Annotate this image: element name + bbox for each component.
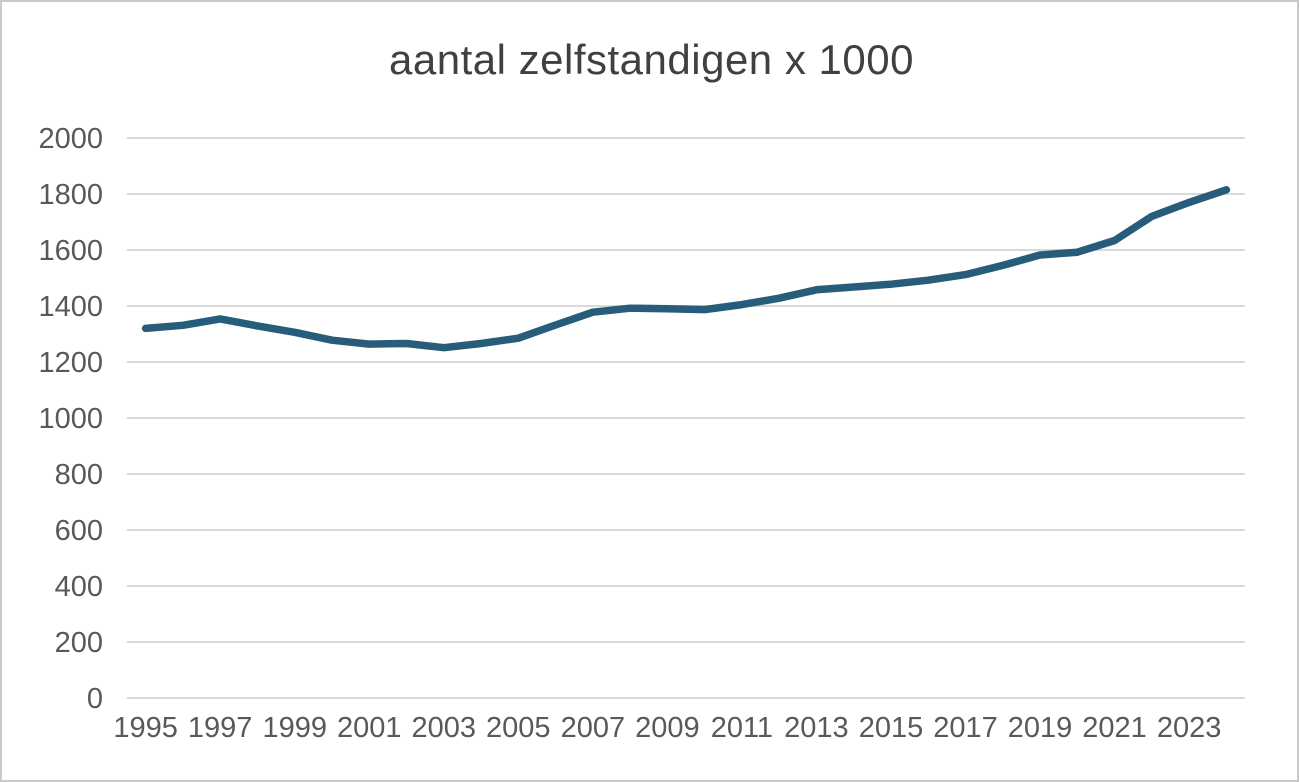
y-axis-tick-label: 0 (87, 683, 103, 715)
x-axis-tick-label: 2017 (933, 712, 998, 744)
x-axis-tick-label: 2021 (1082, 712, 1147, 744)
y-axis-tick-label: 800 (55, 459, 103, 491)
x-axis-tick-label: 1999 (262, 712, 327, 744)
y-axis-tick-label: 2000 (38, 123, 103, 155)
x-axis-tick-label: 2007 (561, 712, 626, 744)
x-axis-tick-label: 1997 (188, 712, 253, 744)
y-axis-tick-label: 1800 (38, 179, 103, 211)
y-axis-tick-label: 1400 (38, 291, 103, 323)
y-axis-tick-label: 1600 (38, 235, 103, 267)
x-axis-tick-label: 2009 (635, 712, 700, 744)
x-axis-tick-label: 2003 (412, 712, 477, 744)
data-line-aantal-zelfstandigen (141, 186, 1231, 352)
y-axis-tick-label: 1000 (38, 403, 103, 435)
x-axis-tick-label: 2011 (711, 712, 773, 744)
x-axis-tick-label: 2015 (859, 712, 924, 744)
x-axis-tick-label: 2023 (1157, 712, 1222, 744)
x-axis-tick-label: 2005 (486, 712, 551, 744)
y-axis-tick-label: 600 (55, 515, 103, 547)
y-axis-tick-label: 1200 (38, 347, 103, 379)
x-axis-tick-label: 1995 (113, 712, 178, 744)
y-axis-tick-label: 200 (55, 627, 103, 659)
chart-title: aantal zelfstandigen x 1000 (389, 36, 914, 83)
x-axis-tick-label: 2001 (337, 712, 402, 744)
x-axis-tick-label: 2019 (1008, 712, 1073, 744)
x-axis-tick-label: 2013 (784, 712, 849, 744)
y-axis-tick-label: 400 (55, 571, 103, 603)
